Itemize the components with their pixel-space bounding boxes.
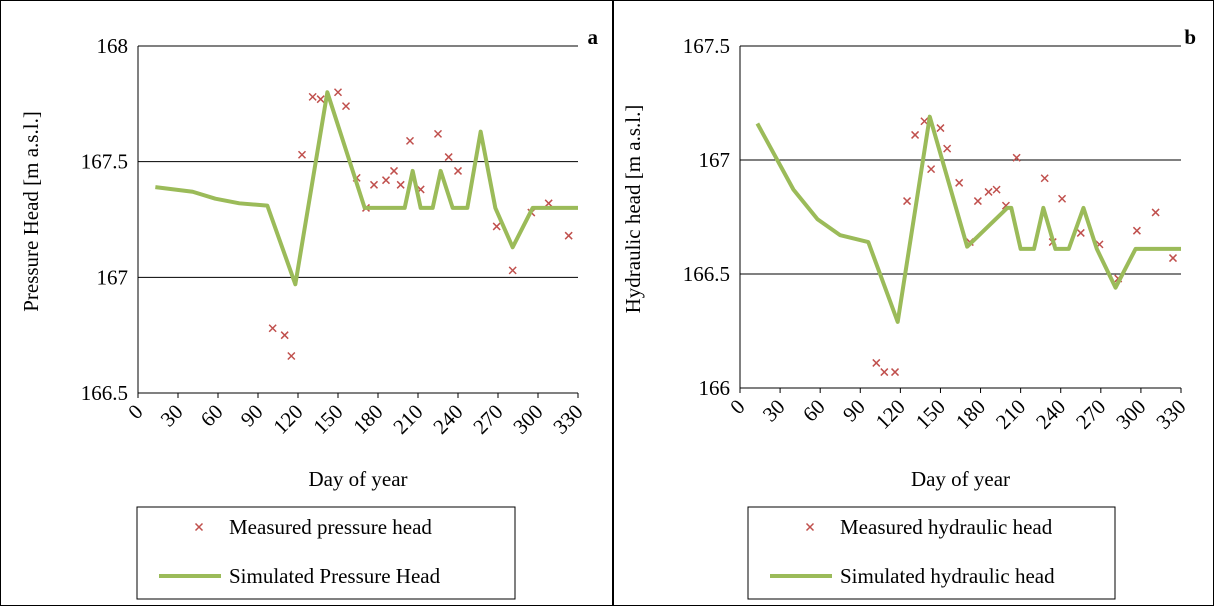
marker: [333, 88, 343, 97]
y-axis-label: Hydraulic head [m a.s.l.]: [621, 105, 645, 314]
marker: [936, 124, 945, 133]
y-tick-label: 167: [699, 148, 731, 172]
marker: [1040, 174, 1049, 183]
x-tick-label: 0: [123, 400, 147, 424]
marker: [492, 222, 501, 231]
marker: [268, 324, 277, 333]
marker: [992, 185, 1001, 194]
marker: [927, 165, 936, 174]
x-tick-label: 150: [308, 400, 347, 439]
panel-label: b: [1184, 25, 1196, 49]
line: [755, 114, 1181, 324]
marker: [890, 368, 900, 377]
marker: [544, 199, 553, 208]
marker: [880, 368, 889, 377]
x-axis-label: Day of year: [911, 467, 1010, 491]
marker: [453, 166, 463, 175]
marker: [433, 129, 443, 138]
x-tick-label: 180: [951, 395, 990, 434]
x-tick-label: 330: [548, 400, 587, 439]
marker: [369, 180, 379, 189]
marker: [564, 231, 573, 240]
panel-label: a: [588, 25, 599, 49]
marker: [1132, 226, 1141, 235]
y-tick-label: 167.5: [81, 150, 128, 174]
legend-box: [136, 506, 516, 600]
marker: [911, 130, 920, 139]
x-tick-label: 60: [798, 395, 830, 427]
x-axis-label: Day of year: [308, 467, 407, 491]
y-tick-label: 166.5: [683, 262, 730, 286]
x-tick-label: 0: [725, 395, 749, 419]
y-axis-label: Pressure Head [m a.s.l.]: [19, 111, 43, 312]
legend-label: Simulated Pressure Head: [229, 564, 441, 588]
line: [155, 90, 578, 287]
marker: [341, 102, 351, 111]
x-tick-label: 90: [236, 400, 268, 432]
marker: [381, 176, 391, 185]
marker: [444, 153, 453, 162]
marker: [943, 144, 952, 153]
y-tick-label: 167.5: [683, 34, 730, 58]
marker: [872, 358, 881, 367]
marker: [903, 197, 912, 206]
marker: [1168, 254, 1178, 263]
x-tick-label: 330: [1151, 395, 1190, 434]
marker: [1058, 194, 1067, 203]
legend-box: [747, 506, 1116, 600]
x-tick-label: 210: [991, 395, 1030, 434]
marker: [955, 178, 964, 187]
marker: [389, 166, 399, 175]
legend-label: Measured hydraulic head: [840, 515, 1053, 539]
x-tick-label: 240: [428, 400, 467, 439]
x-tick-label: 270: [1071, 395, 1110, 434]
marker: [1012, 153, 1021, 162]
x-tick-label: 270: [468, 400, 507, 439]
marker: [405, 136, 415, 145]
legend-marker: [194, 522, 204, 532]
legend-marker: [805, 522, 815, 532]
x-tick-label: 30: [156, 400, 188, 432]
marker: [280, 331, 289, 340]
y-tick-label: 167: [97, 265, 129, 289]
x-tick-label: 300: [508, 400, 547, 439]
marker: [1076, 228, 1085, 237]
x-tick-label: 120: [871, 395, 910, 434]
marker: [297, 150, 307, 159]
y-tick-label: 166.5: [81, 381, 128, 405]
x-tick-label: 240: [1031, 395, 1070, 434]
marker: [973, 197, 982, 206]
marker: [316, 95, 325, 104]
marker: [984, 187, 993, 196]
marker: [396, 180, 405, 189]
x-tick-label: 120: [268, 400, 307, 439]
x-tick-label: 90: [838, 395, 870, 427]
x-tick-label: 60: [196, 400, 228, 432]
marker: [287, 351, 296, 361]
x-tick-label: 150: [911, 395, 950, 434]
marker: [508, 266, 517, 275]
x-tick-label: 210: [388, 400, 427, 439]
y-tick-label: 166: [699, 376, 731, 400]
marker: [308, 92, 317, 101]
x-tick-label: 300: [1111, 395, 1150, 434]
x-tick-label: 180: [348, 400, 387, 439]
x-tick-label: 30: [758, 395, 790, 427]
marker: [1151, 208, 1160, 217]
y-tick-label: 168: [97, 34, 129, 58]
legend-label: Measured pressure head: [229, 515, 432, 539]
legend-label: Simulated hydraulic head: [840, 564, 1055, 588]
